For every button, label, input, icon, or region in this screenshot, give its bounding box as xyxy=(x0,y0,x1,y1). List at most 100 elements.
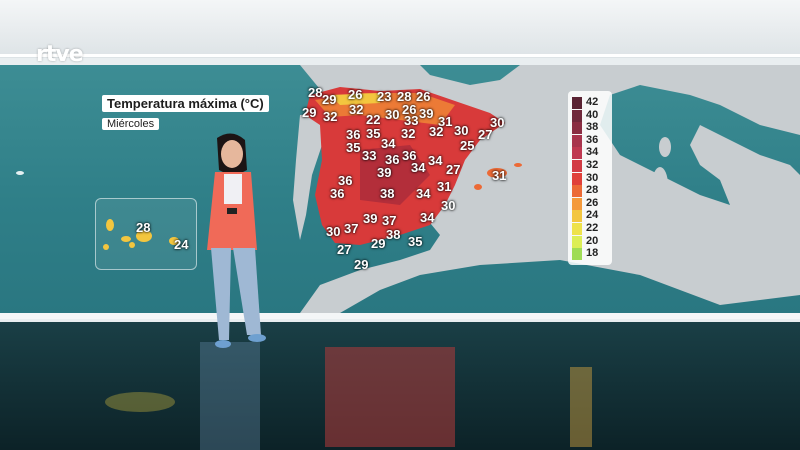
legend-swatch xyxy=(572,122,582,135)
temp-label: 32 xyxy=(429,124,444,139)
temp-label: 31 xyxy=(437,179,452,194)
temp-label: 29 xyxy=(302,105,317,120)
temp-label: 32 xyxy=(401,126,416,141)
studio-light-strip xyxy=(0,54,800,57)
spain-hot-core xyxy=(360,145,430,205)
temp-label: 30 xyxy=(454,123,469,138)
legend-swatch xyxy=(572,97,582,109)
temp-label: 33 xyxy=(362,148,377,163)
temp-label: 36 xyxy=(346,127,361,142)
temp-label: 32 xyxy=(349,102,364,117)
legend-entry: 20 xyxy=(572,234,608,248)
temp-label: 36 xyxy=(402,148,417,163)
canary-islands-inset: 28 24 xyxy=(95,198,197,270)
legend-value: 38 xyxy=(586,121,599,134)
legend-swatch xyxy=(572,210,582,223)
temp-label: 24 xyxy=(174,237,189,252)
temp-label: 31 xyxy=(438,114,453,129)
studio-background xyxy=(0,0,800,58)
temp-label: 28 xyxy=(136,220,151,235)
legend-value: 32 xyxy=(586,159,599,171)
mallorca xyxy=(487,168,507,178)
temp-label: 23 xyxy=(377,89,392,104)
legend-entry: 36 xyxy=(572,133,608,147)
temp-label: 34 xyxy=(381,136,396,151)
map-title-box: Temperatura máxima (°C) Miércoles xyxy=(102,93,269,131)
legend-swatch xyxy=(572,160,582,172)
ibiza xyxy=(474,184,482,190)
temp-label: 33 xyxy=(404,113,419,128)
temp-label: 32 xyxy=(323,109,338,124)
temp-label: 34 xyxy=(411,160,426,175)
temp-label: 36 xyxy=(330,186,345,201)
temp-label: 34 xyxy=(428,153,443,168)
legend-swatch xyxy=(572,185,582,198)
temp-label: 26 xyxy=(348,87,363,102)
temp-label: 39 xyxy=(377,165,392,180)
temp-label: 35 xyxy=(346,140,361,155)
temp-label: 29 xyxy=(322,92,337,107)
temp-label: 36 xyxy=(338,173,353,188)
corsica xyxy=(659,137,671,157)
studio-light-strip xyxy=(0,313,800,319)
legend-entry: 34 xyxy=(572,146,608,160)
legend-entry: 42 xyxy=(572,96,608,109)
legend-value: 36 xyxy=(586,133,599,146)
temp-label: 34 xyxy=(416,186,431,201)
temp-label: 39 xyxy=(363,211,378,226)
temp-label: 38 xyxy=(380,186,395,201)
temp-label: 31 xyxy=(492,168,507,183)
portugal-land xyxy=(293,113,322,240)
temp-label: 29 xyxy=(371,236,386,251)
legend-entry: 22 xyxy=(572,222,608,235)
legend-value: 24 xyxy=(586,209,599,222)
legend-entry: 32 xyxy=(572,159,608,172)
temp-label: 27 xyxy=(337,242,352,257)
temp-label: 30 xyxy=(326,224,341,239)
map-land-svg xyxy=(16,65,800,313)
legend-value: 20 xyxy=(586,234,599,247)
menorca xyxy=(514,163,522,167)
legend-swatch xyxy=(572,223,582,235)
legend-swatch xyxy=(572,248,582,261)
temp-label: 35 xyxy=(408,234,423,249)
legend-swatch xyxy=(572,235,582,248)
legend-value: 30 xyxy=(586,171,599,184)
legend-swatch xyxy=(572,197,582,210)
temp-label: 38 xyxy=(386,227,401,242)
temperature-legend: 42 40 38 36 34 32 30 28 26 24 22 20 18 xyxy=(568,91,612,265)
temp-label: 34 xyxy=(420,210,435,225)
temp-label: 29 xyxy=(354,257,369,272)
legend-entry: 18 xyxy=(572,247,608,261)
legend-entry: 40 xyxy=(572,108,608,122)
legend-value: 40 xyxy=(586,108,599,121)
cloud-dot xyxy=(16,171,24,175)
temp-label: 37 xyxy=(344,221,359,236)
temp-label: 39 xyxy=(419,106,434,121)
temp-label: 35 xyxy=(366,126,381,141)
legend-value: 26 xyxy=(586,196,599,209)
legend-value: 34 xyxy=(586,146,599,159)
rtve-logo: rtve xyxy=(36,42,84,67)
legend-value: 42 xyxy=(586,96,599,108)
legend-value: 18 xyxy=(586,247,599,260)
temp-label: 36 xyxy=(385,152,400,167)
legend-entry: 30 xyxy=(572,171,608,185)
legend-entry: 38 xyxy=(572,121,608,135)
temp-label: 26 xyxy=(402,102,417,117)
temp-label: 30 xyxy=(441,198,456,213)
studio-floor-reflection xyxy=(0,322,800,450)
temp-label: 37 xyxy=(382,213,397,228)
temp-label: 30 xyxy=(490,115,505,130)
temp-label: 28 xyxy=(397,89,412,104)
sardinia xyxy=(652,167,668,203)
legend-value: 28 xyxy=(586,184,599,197)
temp-label: 27 xyxy=(446,162,461,177)
canary-land-svg xyxy=(103,219,179,250)
legend-swatch xyxy=(572,172,582,185)
legend-swatch xyxy=(572,134,582,147)
weather-map-screen: Temperatura máxima (°C) Miércoles 28 24 … xyxy=(0,65,800,313)
legend-swatch xyxy=(572,147,582,160)
temp-label: 22 xyxy=(366,112,381,127)
legend-swatch xyxy=(572,109,582,122)
